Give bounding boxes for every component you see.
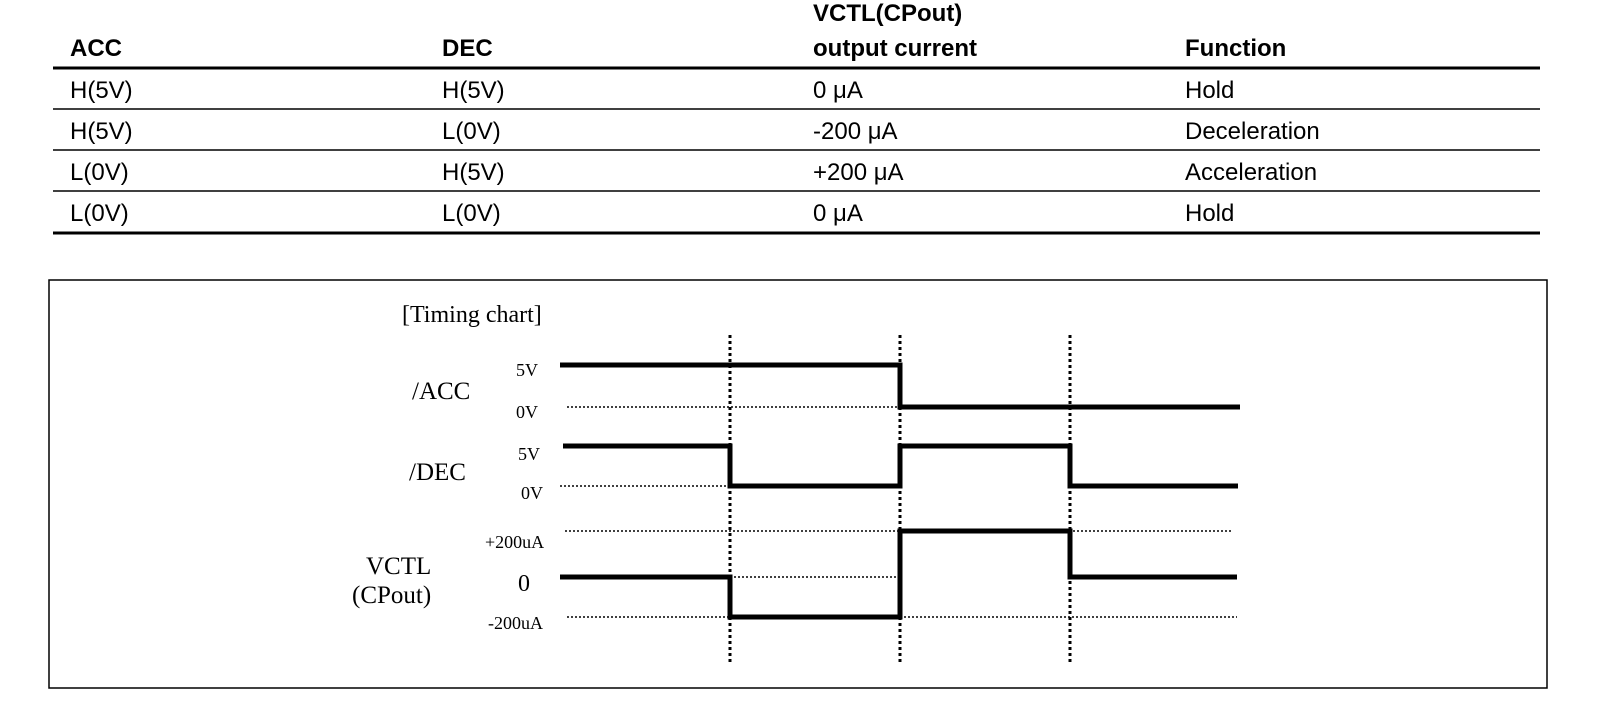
- table-cell: L(0V): [442, 118, 501, 145]
- chart-frame: [48, 279, 1548, 689]
- signal-name: (CPout): [352, 582, 431, 609]
- table-cell: L(0V): [70, 159, 129, 186]
- table-cell: H(5V): [442, 159, 505, 186]
- table-cell: Hold: [1185, 200, 1234, 227]
- level-label: +200uA: [485, 532, 544, 552]
- table-cell: +200 μA: [813, 159, 904, 186]
- column-header: Function: [1185, 35, 1286, 62]
- table-cell: H(5V): [442, 77, 505, 104]
- table-cell: L(0V): [70, 200, 129, 227]
- column-header: VCTL(CPout): [813, 0, 962, 27]
- vctl-wave: [560, 528, 1237, 620]
- waveforms: [560, 335, 1240, 665]
- level-label: 5V: [516, 360, 538, 380]
- column-header: DEC: [442, 35, 493, 62]
- table-cell: Acceleration: [1185, 159, 1317, 186]
- table-cell: 0 μA: [813, 77, 863, 104]
- table-cell: 0 μA: [813, 200, 863, 227]
- column-header: output current: [813, 35, 977, 62]
- table-cell: -200 μA: [813, 118, 898, 145]
- signal-name: VCTL: [366, 553, 431, 580]
- table-cell: H(5V): [70, 77, 133, 104]
- signal-name: /DEC: [409, 459, 466, 486]
- level-label: 5V: [518, 444, 540, 464]
- level-label: 0V: [521, 483, 543, 503]
- chart-title: [Timing chart]: [402, 302, 542, 328]
- table-cell: Deceleration: [1185, 118, 1320, 145]
- level-label: 0: [518, 571, 530, 597]
- level-label: -200uA: [488, 613, 543, 633]
- table-cell: L(0V): [442, 200, 501, 227]
- acc-wave: [560, 362, 1240, 410]
- table-cell: H(5V): [70, 118, 133, 145]
- dec-wave: [563, 443, 1238, 489]
- level-label: 0V: [516, 402, 538, 422]
- table-cell: Hold: [1185, 77, 1234, 104]
- signal-name: /ACC: [412, 378, 470, 405]
- column-header: ACC: [70, 35, 122, 62]
